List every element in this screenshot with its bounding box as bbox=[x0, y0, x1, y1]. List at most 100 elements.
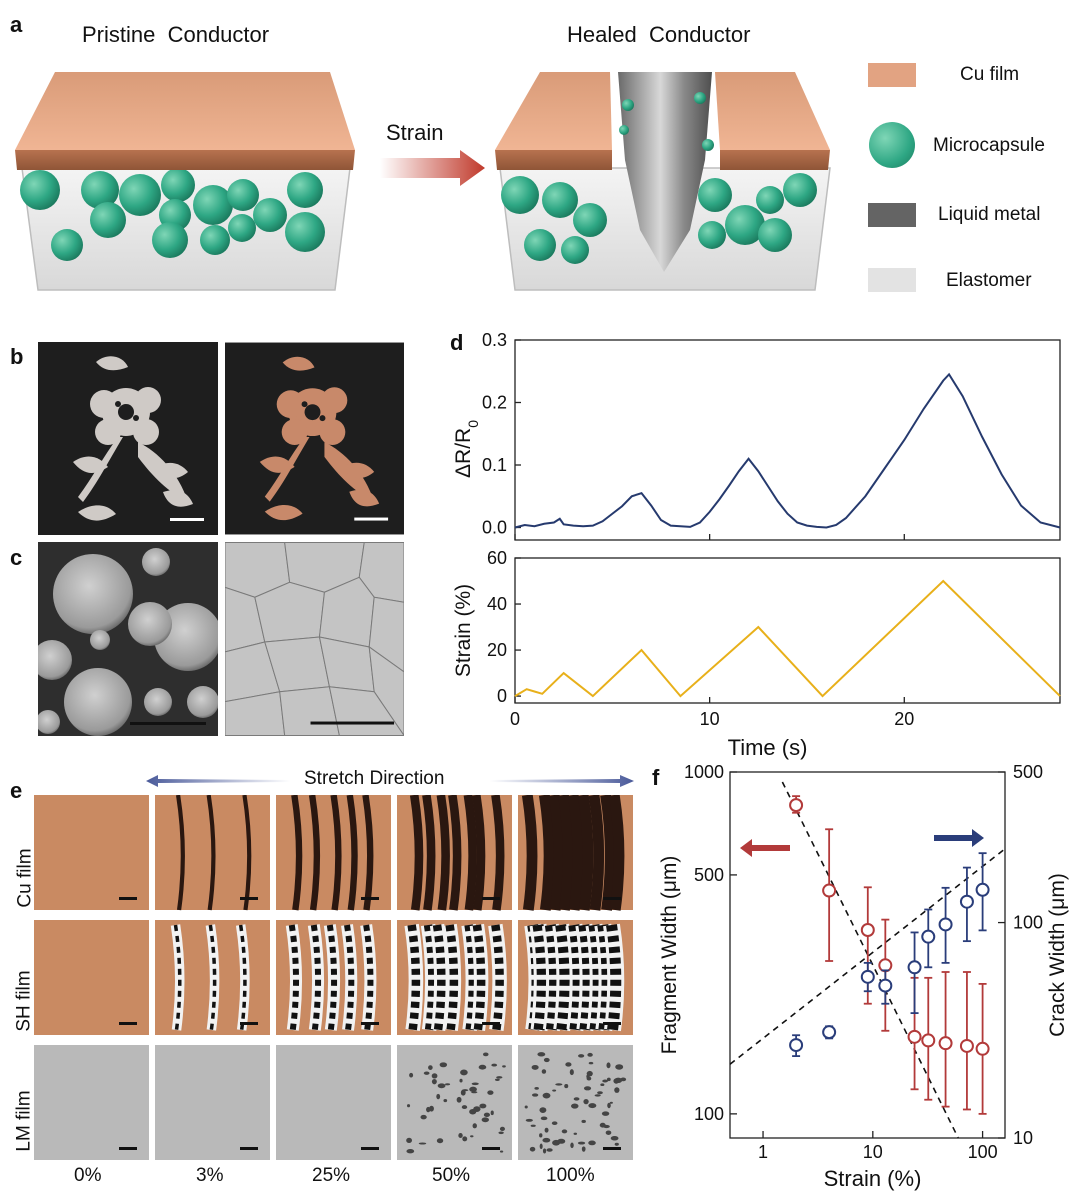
arrow-left-axis bbox=[740, 839, 790, 857]
lm-spot bbox=[542, 1148, 547, 1154]
panel-e-micrograph-grid bbox=[34, 795, 633, 1160]
crack bbox=[346, 795, 358, 911]
lm-spot bbox=[478, 1064, 487, 1070]
scale-bar bbox=[119, 1022, 137, 1025]
healed-crack-dark bbox=[532, 924, 548, 1031]
lm-spot bbox=[539, 1133, 543, 1138]
point-right bbox=[921, 929, 936, 944]
micrograph-r1-c4 bbox=[518, 920, 633, 1035]
lm-spot bbox=[555, 1083, 563, 1086]
micrograph-bg bbox=[397, 1045, 512, 1160]
micrograph-bg bbox=[34, 1045, 149, 1160]
point-right bbox=[907, 960, 922, 975]
legend-swatch-elastomer bbox=[868, 268, 916, 292]
scale-bar bbox=[240, 1022, 258, 1025]
lm-spot bbox=[420, 1114, 427, 1120]
point-right bbox=[789, 1038, 804, 1053]
lm-spot bbox=[610, 1136, 619, 1141]
lm-spot bbox=[614, 1087, 620, 1093]
lm-spot bbox=[552, 1089, 557, 1092]
lm-spot bbox=[544, 1127, 549, 1133]
lm-spot bbox=[583, 1098, 589, 1105]
healed-crack-dark bbox=[491, 924, 504, 1031]
lm-spot bbox=[581, 1146, 586, 1152]
lm-spot bbox=[440, 1062, 444, 1066]
lm-spot bbox=[437, 1083, 446, 1089]
legend-label-elastomer: Elastomer bbox=[946, 270, 1032, 291]
ytick-label-resistance: 0.3 bbox=[482, 330, 507, 350]
lm-spot bbox=[462, 1136, 468, 1142]
panel-f-label: f bbox=[652, 765, 660, 790]
lm-spot bbox=[491, 1063, 498, 1067]
crack bbox=[577, 795, 594, 911]
plot-frame-f bbox=[729, 771, 1006, 1139]
xtick-label: 10 bbox=[700, 709, 720, 729]
lm-spot bbox=[418, 1142, 427, 1145]
point-right bbox=[860, 969, 875, 984]
pristine-block bbox=[15, 72, 355, 291]
lm-spot bbox=[539, 1107, 547, 1114]
lm-spot bbox=[573, 1132, 578, 1135]
legend-label-cu: Cu film bbox=[960, 64, 1020, 85]
lm-spot bbox=[482, 1052, 489, 1057]
chart-f: 1 10 100 100 500 1000 10 100 500 Strain (%) Fragme… bbox=[658, 762, 1069, 1191]
lm-spot bbox=[615, 1064, 624, 1070]
lm-spot bbox=[473, 1106, 481, 1112]
panel-a-label: a bbox=[10, 12, 23, 37]
lm-spot bbox=[599, 1122, 606, 1128]
point-left bbox=[860, 923, 875, 938]
micrograph-r0-c1 bbox=[155, 795, 270, 911]
row-label-sh: SH film bbox=[8, 970, 35, 1031]
panel-c-label: c bbox=[10, 545, 23, 570]
healed-crack-dark bbox=[423, 924, 437, 1031]
healed-block bbox=[495, 72, 831, 291]
legend-swatch-microcapsule bbox=[869, 122, 915, 168]
healed-crack-dark bbox=[445, 924, 459, 1031]
lm-spot bbox=[605, 1130, 612, 1135]
micrograph-bg bbox=[276, 1045, 391, 1160]
crack bbox=[409, 795, 424, 911]
lm-spot bbox=[524, 1105, 528, 1109]
lm-spot bbox=[456, 1096, 462, 1103]
healed-crack-dark bbox=[344, 924, 355, 1031]
crack bbox=[291, 795, 303, 911]
lm-spot bbox=[606, 1062, 611, 1069]
lm-spot bbox=[531, 1064, 539, 1070]
micrograph-r0-c4 bbox=[518, 795, 633, 911]
xtick-label-f: 10 bbox=[863, 1142, 883, 1162]
lm-spot bbox=[459, 1078, 463, 1083]
lm-spot bbox=[587, 1052, 593, 1057]
lm-spot bbox=[525, 1118, 533, 1122]
row-label-lm: LM film bbox=[8, 1090, 35, 1151]
lm-spot bbox=[498, 1131, 504, 1135]
arrow-right-axis bbox=[934, 829, 984, 847]
lm-spot bbox=[431, 1073, 438, 1079]
lm-spot bbox=[530, 1124, 536, 1127]
scale-bar bbox=[603, 1147, 621, 1150]
ytick-label-left-f: 1000 bbox=[684, 762, 724, 782]
lm-spot bbox=[444, 1083, 451, 1086]
scale-bar bbox=[361, 1022, 379, 1025]
crack bbox=[472, 795, 486, 911]
lm-spot bbox=[487, 1090, 494, 1095]
lm-spot bbox=[483, 1112, 490, 1118]
lm-spot bbox=[499, 1150, 504, 1153]
resistance-series-line bbox=[514, 372, 1061, 529]
point-right bbox=[975, 882, 990, 897]
lm-spot bbox=[406, 1137, 413, 1143]
lm-spot bbox=[540, 1116, 548, 1121]
strain-label-25: 25% bbox=[312, 1165, 351, 1186]
ytick-label-left-f: 500 bbox=[694, 865, 724, 885]
strain-series-line bbox=[514, 579, 1061, 698]
crack bbox=[330, 795, 342, 911]
crack bbox=[206, 795, 216, 911]
lm-spot bbox=[529, 1146, 536, 1152]
ytick-label-resistance: 0.0 bbox=[482, 518, 507, 538]
legend-swatch-cu bbox=[868, 63, 916, 87]
lm-spot bbox=[588, 1103, 597, 1109]
lm-spot bbox=[409, 1072, 414, 1078]
lm-spot bbox=[578, 1054, 585, 1058]
scale-bar bbox=[482, 1022, 500, 1025]
strain-label-100: 100% bbox=[546, 1165, 595, 1186]
micrograph-r2-c1 bbox=[155, 1045, 270, 1160]
